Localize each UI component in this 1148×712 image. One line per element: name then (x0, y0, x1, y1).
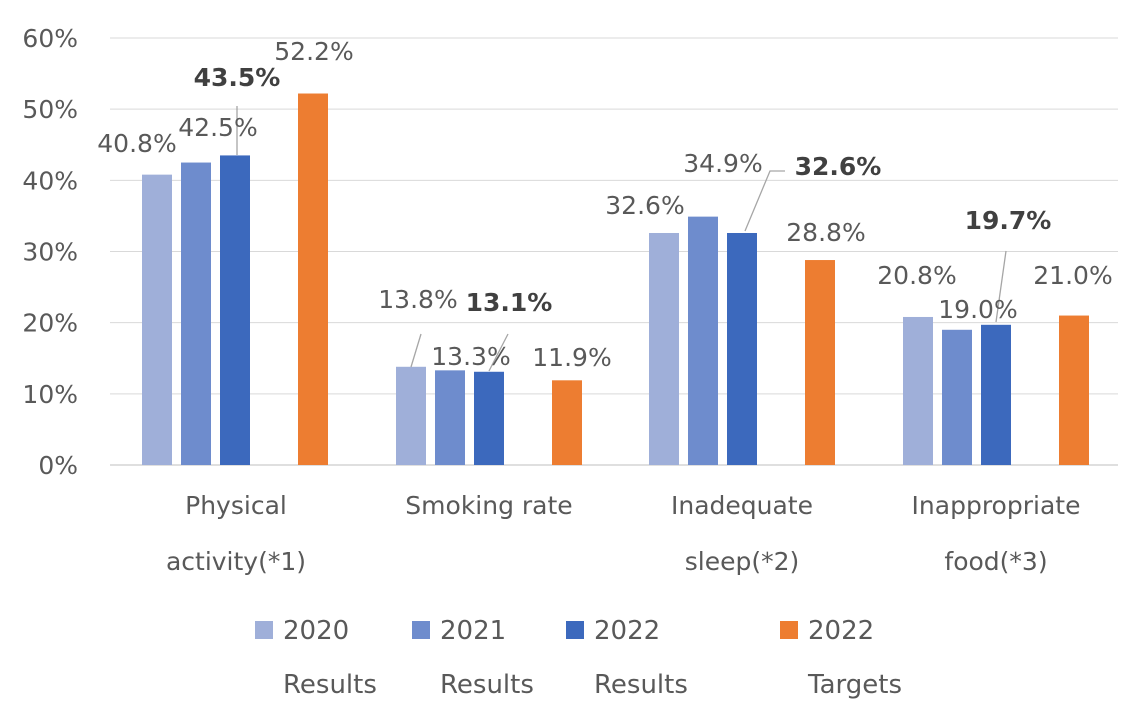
bar (396, 366, 426, 465)
category-label: Inappropriate (912, 491, 1081, 520)
legend-label: 2020 (283, 616, 349, 646)
y-tick-label: 40% (22, 166, 78, 195)
bar (903, 316, 933, 465)
data-label: 32.6% (795, 152, 882, 181)
legend-swatch (780, 621, 798, 639)
legend-label: Results (283, 670, 377, 700)
y-tick-label: 10% (22, 380, 78, 409)
bar (981, 324, 1011, 465)
bar (298, 93, 328, 465)
data-label: 19.0% (938, 295, 1017, 324)
y-tick-label: 20% (22, 309, 78, 338)
legend-label: Targets (807, 670, 902, 700)
y-axis-ticks: 0% 10% 20% 30% 40% 50% 60% (22, 24, 78, 480)
category-label: food(*3) (944, 547, 1047, 576)
label-leader-lines (236, 106, 1007, 372)
y-tick-label: 30% (22, 238, 78, 267)
bar (552, 380, 582, 465)
leader-line (410, 333, 422, 368)
data-labels: 40.8% 13.8% 32.6% 20.8% 42.5% 13.3% 34.9% 19.0%… (97, 37, 1112, 372)
bar (649, 232, 679, 465)
legend-label: 2021 (440, 616, 506, 646)
category-labels: Physical activity(*1) Smoking rate Inadequa… (166, 491, 1080, 576)
bars (142, 93, 1089, 466)
leader-line (744, 170, 785, 232)
data-label: 52.2% (274, 37, 353, 66)
bar (942, 329, 972, 465)
legend-label: Results (594, 670, 688, 700)
legend-label: 2022 (808, 616, 874, 646)
data-label: 34.9% (683, 149, 762, 178)
data-label: 13.8% (378, 285, 457, 314)
legend: 2020 Results 2021 Results 2022 Results 2022 Tar… (255, 616, 902, 700)
category-label: Inadequate (671, 491, 813, 520)
data-label: 11.9% (532, 343, 611, 372)
legend-swatch (255, 621, 273, 639)
data-label: 13.3% (431, 342, 510, 371)
leader-line (995, 250, 1007, 323)
leader-line (488, 333, 509, 372)
legend-swatch (412, 621, 430, 639)
legend-label: 2022 (594, 616, 660, 646)
data-label: 40.8% (97, 129, 176, 158)
category-label: sleep(*2) (685, 547, 800, 576)
bar (727, 232, 757, 465)
data-label: 28.8% (786, 218, 865, 247)
bar (435, 370, 465, 465)
data-label: 13.1% (466, 288, 553, 317)
data-label: 21.0% (1033, 261, 1112, 290)
bar (142, 174, 172, 465)
bar (805, 260, 835, 465)
category-label: activity(*1) (166, 547, 306, 576)
data-label: 42.5% (178, 113, 257, 142)
y-tick-label: 60% (22, 24, 78, 53)
gridlines (110, 37, 1118, 466)
bar (474, 371, 504, 465)
y-tick-label: 0% (38, 451, 78, 480)
bar (220, 155, 250, 466)
legend-label: Results (440, 670, 534, 700)
data-label: 19.7% (965, 206, 1052, 235)
y-tick-label: 50% (22, 95, 78, 124)
bar (688, 216, 718, 465)
bar (1059, 315, 1089, 465)
data-label: 32.6% (605, 191, 684, 220)
legend-swatch (566, 621, 584, 639)
category-label: Physical (185, 491, 287, 520)
category-label: Smoking rate (405, 491, 572, 520)
bar (181, 162, 211, 465)
data-label: 20.8% (877, 261, 956, 290)
data-label: 43.5% (194, 63, 281, 92)
